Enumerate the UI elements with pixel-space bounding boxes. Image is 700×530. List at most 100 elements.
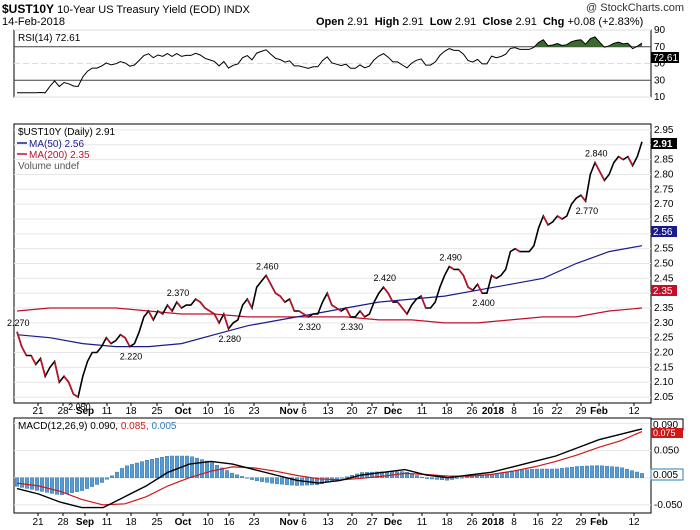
legend-volume: Volume undef [18,161,79,172]
price-tick-label: 2.30 [654,318,674,329]
macd-label-main: MACD(12,26,9) 0.090, [18,421,118,432]
macd-hist-bar [625,468,630,478]
x-tick-label: 18 [125,517,137,528]
x-tick-label: 16 [532,517,544,528]
x-tick-label: Sep [76,517,94,528]
close-last-value: 2.91 [653,139,673,150]
close-down-segment [598,171,606,181]
close-down-segment [387,292,394,303]
macd-hist-bar [560,468,565,478]
price-tick-label: 2.10 [654,377,674,388]
price-tick-label: 2.85 [654,155,674,166]
macd-hist-bar [45,477,50,493]
macd-hist-bar [204,460,209,478]
macd-panel: 0.1000.0500.000-0.050 MACD(12,26,9) 0.09… [13,417,684,514]
close-down-segment [199,301,206,309]
price-tick-label: 2.70 [654,199,674,210]
hist-last-badge [650,468,684,481]
close-down-segment [39,358,46,377]
close-down-segment [63,375,70,383]
close-down-segment [476,283,483,294]
close-down-segment [594,162,601,172]
macd-hist-bar [290,477,295,486]
x-tick-label: 10 [202,517,214,528]
close-down-segment [119,334,126,339]
close-down-segment [298,310,305,315]
macd-hist-bar [440,477,445,481]
price-tick-label: 2.65 [654,214,674,225]
macd-hist-bar [595,465,600,478]
macd-hist-bar [239,476,244,478]
close-value: 2.91 [515,16,537,28]
close-down-segment [556,215,563,220]
macd-hist-bar [455,477,460,479]
x-tick-label: 27 [366,517,378,528]
close-down-segment [275,292,281,297]
price-tick-label: 2.25 [654,333,674,344]
macd-hist-bar [229,472,234,478]
macd-hist-bar [164,456,169,478]
close-down-segment [124,337,131,347]
macd-hist-bar [345,476,350,478]
macd-signal-line [16,431,643,506]
close-down-segment [246,298,253,309]
close-down-segment [265,274,272,285]
close-down-segment [176,301,183,309]
macd-hist-bar [84,477,89,489]
x-tick-label: 26 [466,406,478,417]
macd-hist-bar [244,477,249,479]
high-value: 2.91 [402,16,424,28]
close-down-segment [195,298,201,303]
macd-hist-bar [159,457,164,478]
macd-hist-bar [89,477,94,487]
macd-hist-bar [275,477,280,485]
rsi-tick-label: 30 [654,75,666,86]
open-label: Open [316,16,345,28]
macd-hist-bar [640,473,645,478]
macd-hist-bar [515,470,520,478]
macd-hist-bar [74,477,79,492]
macd-hist-bar [134,462,139,478]
macd-tick-label: 0.050 [654,446,679,457]
macd-hist-bar [254,477,259,482]
close-down-segment [514,247,521,253]
close-down-segment [580,194,587,202]
macd-hist-bar [615,466,620,478]
x-tick-label: 12 [628,406,640,417]
price-annotation: 2.460 [256,261,279,271]
exchange: INDX [223,4,250,16]
macd-hist-bar [64,477,69,494]
x-tick-label: 29 [575,517,587,528]
macd-label-hist: 0.005 [151,421,176,432]
ma50-line [16,245,643,348]
low-label: Low [429,16,452,28]
rsi-panel: 90 70 50 30 10 RSI(14) 72.61 72.61 [13,25,679,103]
x-tick-label: 10 [202,406,214,417]
close-down-segment [448,265,455,271]
rsi-tick-label: 70 [654,42,666,53]
close-last-badge [651,138,677,149]
macd-hist-bar [40,477,45,492]
close-down-segment [458,268,465,276]
x-tick-label: 18 [125,406,137,417]
macd-hist-bar [79,477,84,491]
close-down-segment [105,337,112,345]
macd-hist-bar [214,465,219,478]
rsi-last-value: 72.61 [653,53,678,64]
macd-hist-bar [50,477,55,494]
macd-hist-bar [430,477,435,480]
price-tick-label: 2.35 [654,303,674,314]
close-down-segment [401,307,408,315]
close-down-segment [618,155,624,161]
macd-hist-bar [20,477,25,488]
x-tick-label: Feb [590,406,608,417]
price-tick-label: 2.80 [654,169,674,180]
x-tick-label: 2018 [482,406,505,417]
rsi-overbought-fill [17,36,642,47]
macd-hist-bar [184,455,189,478]
x-tick-label: 12 [628,517,640,528]
x-tick-label: 28 [57,406,69,417]
rsi-line [17,36,643,94]
ma200-line [16,307,643,324]
macd-hist-bar [35,477,40,491]
